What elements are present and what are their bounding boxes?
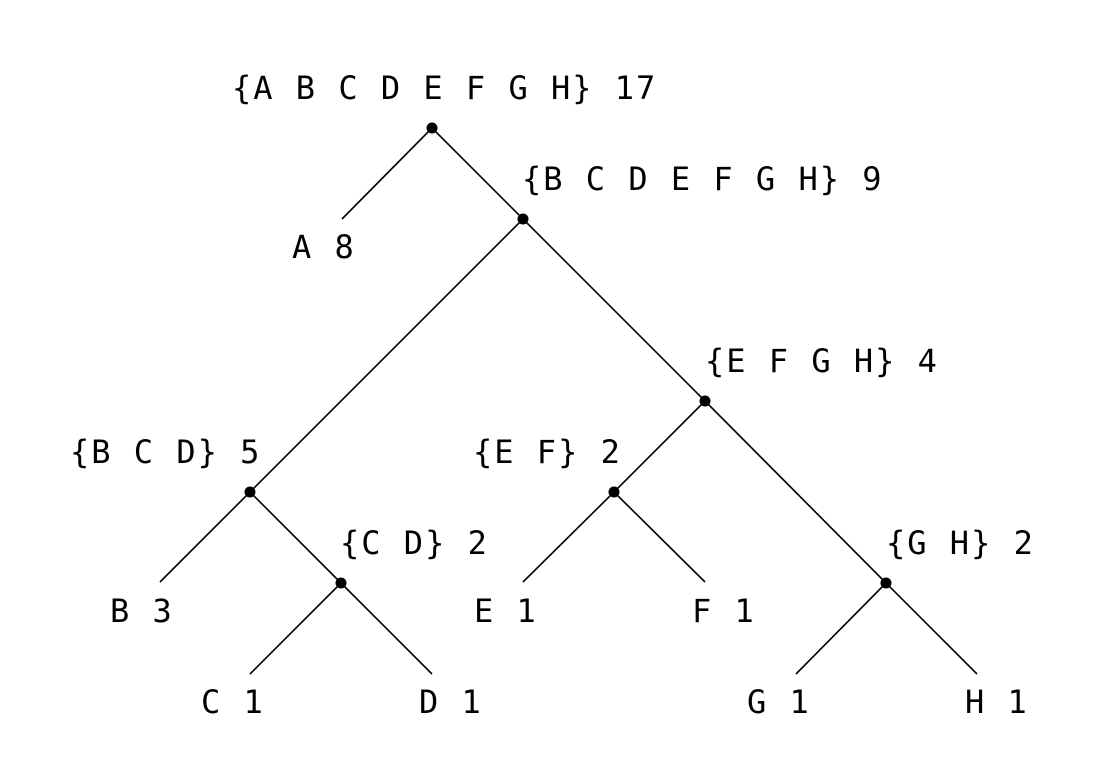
- edge-bcd-b: [159, 491, 251, 583]
- edge-efgh-gh: [704, 400, 887, 584]
- node-dot-bcd: [244, 486, 256, 498]
- edge-bcdefgh-bcd: [249, 218, 524, 493]
- edge-root-bcdefgh: [431, 127, 524, 220]
- node-dot-efgh: [699, 395, 711, 407]
- edge-cd-c: [249, 582, 342, 675]
- edge-root-a: [341, 127, 433, 220]
- tree-edges: [159, 127, 978, 675]
- edge-cd-d: [340, 582, 433, 675]
- node-dot-ef: [608, 486, 620, 498]
- leaf-label-g: G 1: [747, 683, 811, 721]
- node-dot-cd: [335, 577, 347, 589]
- edge-gh-h: [885, 582, 978, 675]
- node-label-gh: {G H} 2: [886, 524, 1035, 562]
- edge-efgh-ef: [613, 400, 706, 493]
- node-dot-gh: [880, 577, 892, 589]
- edge-ef-e: [522, 491, 615, 583]
- leaf-label-a: A 8: [292, 228, 356, 266]
- node-label-efgh: {E F G H} 4: [705, 342, 939, 380]
- leaf-labels: A 8 B 3 C 1 D 1 E 1 F 1 G 1 H 1: [110, 228, 1029, 721]
- edge-ef-f: [613, 491, 706, 583]
- node-label-cd: {C D} 2: [340, 524, 489, 562]
- edge-bcd-cd: [249, 491, 342, 584]
- edge-gh-g: [795, 582, 887, 675]
- internal-node-labels: {A B C D E F G H} 17 {B C D E F G H} 9 {…: [70, 69, 1035, 562]
- leaf-label-d: D 1: [419, 683, 483, 721]
- node-label-bcd: {B C D} 5: [70, 433, 261, 471]
- leaf-label-c: C 1: [201, 683, 265, 721]
- node-dot-bcdefgh: [517, 213, 529, 225]
- node-label-root: {A B C D E F G H} 17: [232, 69, 657, 107]
- leaf-label-b: B 3: [110, 592, 174, 630]
- leaf-label-h: H 1: [965, 683, 1029, 721]
- node-dot-root: [426, 122, 438, 134]
- tree-nodes: [244, 122, 892, 589]
- node-label-bcdefgh: {B C D E F G H} 9: [522, 160, 884, 198]
- node-label-ef: {E F} 2: [473, 433, 622, 471]
- leaf-label-e: E 1: [474, 592, 538, 630]
- leaf-label-f: F 1: [692, 592, 756, 630]
- edge-bcdefgh-efgh: [522, 218, 706, 402]
